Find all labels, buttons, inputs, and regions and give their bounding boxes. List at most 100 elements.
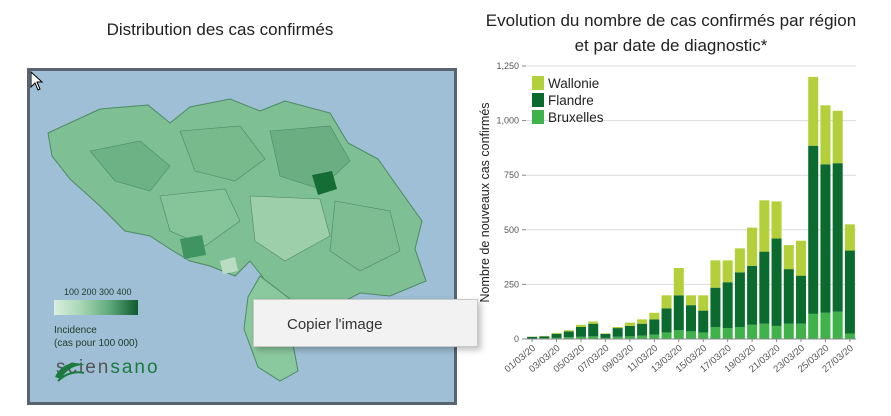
bar-wallonie-21 [783,245,794,270]
legend-swatch-flandre [532,93,544,107]
bar-flandre-2 [551,333,562,338]
bar-wallonie-7 [612,326,623,329]
arrow-cursor-icon [30,71,44,91]
bar-bruxelles-13 [685,331,697,339]
bar-flandre-18 [747,265,758,325]
bar-bruxelles-16 [722,328,733,339]
chart-title-line1: Evolution du nombre de cas confirmés par… [485,11,857,30]
bar-bruxelles-5 [588,336,599,339]
bar-wallonie-5 [588,321,599,324]
bar-wallonie-15 [710,260,721,288]
bar-flandre-9 [637,323,648,336]
bar-wallonie-4 [575,324,587,327]
bar-bruxelles-22 [795,323,807,339]
bar-wallonie-10 [649,312,660,320]
bar-flandre-14 [698,310,709,333]
bar-bruxelles-11 [661,332,672,339]
bar-wallonie-24 [820,105,831,165]
bar-wallonie-6 [600,333,611,334]
bar-flandre-24 [820,164,831,313]
legend-color-scale [54,300,138,315]
bar-flandre-7 [612,328,623,337]
bar-flandre-6 [600,333,611,338]
bar-flandre-23 [808,145,819,314]
bar-flandre-5 [588,323,599,337]
map-legend: 100 200 300 400 Incidence (cas pour 100 … [54,287,138,350]
bar-wallonie-22 [795,240,807,276]
y-tick-label: 1,000 [496,116,519,126]
stacked-bar-chart: 02505007501,0001,25001/03/2003/03/2005/0… [478,61,856,375]
bar-wallonie-14 [698,295,709,311]
bar-flandre-15 [710,287,721,327]
bar-flandre-26 [844,250,855,334]
bar-wallonie-20 [771,201,782,239]
legend-label-flandre: Flandre [548,93,594,108]
bar-wallonie-9 [637,319,648,324]
legend-label-wallonie: Wallonie [548,76,599,91]
bar-flandre-0 [527,336,538,339]
bar-bruxelles-3 [563,337,574,339]
y-tick-label: 250 [504,279,519,289]
bar-flandre-19 [759,251,770,324]
bar-wallonie-26 [844,224,855,251]
bar-flandre-16 [722,282,733,329]
bar-bruxelles-2 [551,337,562,339]
bar-bruxelles-26 [844,333,855,339]
bar-bruxelles-14 [698,332,709,339]
bar-flandre-21 [783,269,794,324]
legend-label-bruxelles: Bruxelles [548,110,604,125]
y-tick-label: 0 [514,334,519,344]
legend-title: Incidence [54,325,97,336]
logo-text-part2: sano [110,357,160,378]
bar-flandre-3 [563,331,574,338]
bar-bruxelles-7 [612,336,623,339]
belgium-map-shape [47,98,427,382]
bar-flandre-17 [734,272,745,327]
legend-subtitle: (cas pour 100 000) [54,338,138,349]
bar-wallonie-11 [661,295,672,309]
bar-bruxelles-24 [820,312,831,339]
bar-flandre-22 [795,275,807,324]
bar-wallonie-3 [563,330,574,332]
bar-flandre-12 [673,295,684,331]
bar-wallonie-2 [551,332,562,334]
bar-flandre-10 [649,319,660,335]
bar-bruxelles-20 [771,325,782,339]
bar-wallonie-19 [759,200,770,252]
incidence-map[interactable]: 100 200 300 400 Incidence (cas pour 100 … [27,68,457,405]
y-axis-label: Nombre de nouveaux cas confirmés [478,102,492,302]
bar-bruxelles-17 [734,326,745,339]
sciensano-logo-icon [55,363,85,382]
bar-flandre-8 [624,325,635,337]
bar-bruxelles-12 [673,330,684,339]
y-tick-label: 1,250 [496,61,519,71]
bar-flandre-4 [575,326,587,337]
bar-flandre-13 [685,305,697,332]
bar-wallonie-16 [722,260,733,283]
bar-wallonie-8 [624,322,635,326]
context-menu: Copier l'image [253,299,478,347]
logo-text-part1: scien [56,357,111,378]
bar-flandre-20 [771,238,782,326]
map-title: Distribution des cas confirmés [106,20,334,39]
bar-wallonie-25 [832,110,843,164]
bar-wallonie-13 [685,295,697,306]
bar-wallonie-12 [673,268,684,296]
bar-bruxelles-18 [747,324,758,339]
bar-bruxelles-25 [832,311,843,339]
bar-flandre-11 [661,308,672,333]
bar-bruxelles-23 [808,313,819,339]
bar-bruxelles-6 [600,337,611,339]
bar-flandre-1 [539,336,550,339]
legend-ticks: 100 200 300 400 [64,287,132,297]
chart-title: Evolution du nombre de cas confirmés par… [455,8,887,58]
bar-bruxelles-21 [783,323,794,339]
bar-wallonie-17 [734,248,745,273]
bar-bruxelles-10 [649,334,660,339]
bar-wallonie-23 [808,76,819,146]
bar-bruxelles-8 [624,336,635,339]
bar-bruxelles-15 [710,326,721,339]
copy-image-menu-item[interactable]: Copier l'image [287,316,383,333]
chart-title-line2: et par date de diagnostic* [574,36,768,55]
bar-wallonie-18 [747,227,758,266]
